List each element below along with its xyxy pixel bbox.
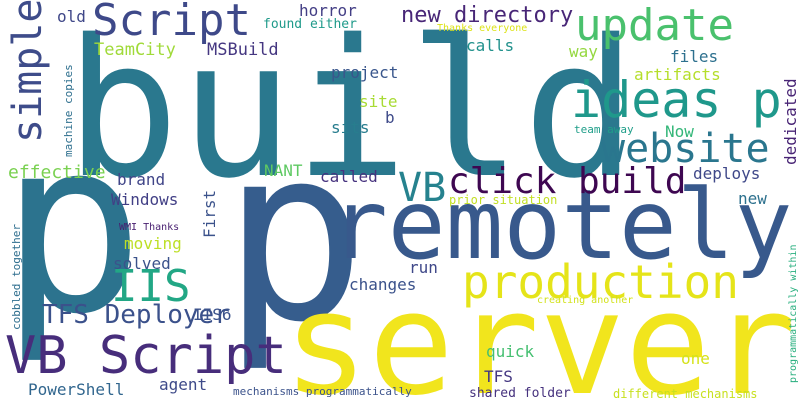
word-mechanisms-programmatically: mechanisms programmatically xyxy=(233,385,412,398)
word-tfs: TFS xyxy=(484,367,513,386)
word-new: new xyxy=(738,189,767,208)
word-cobbled-together: cobbled together xyxy=(10,224,23,330)
word-ideas-p: ideas p xyxy=(571,71,782,129)
word-nant: NANT xyxy=(264,161,303,180)
word-click-build: click build xyxy=(448,161,686,202)
word-now: Now xyxy=(665,122,694,141)
word-machine-copies: machine copies xyxy=(62,64,75,157)
word-quick: quick xyxy=(486,342,535,361)
word-different-mechanisms: different mechanisms xyxy=(613,387,758,400)
word-agent: agent xyxy=(159,375,207,394)
word-solved: solved xyxy=(113,254,171,273)
word-programmatically-within: programmatically within xyxy=(788,245,799,383)
word-calls: calls xyxy=(466,36,514,55)
word-old: old xyxy=(57,7,86,26)
word-production: production xyxy=(462,255,739,309)
word-wmi-thanks: WMI Thanks xyxy=(119,222,179,233)
word-vb-script: VB Script xyxy=(5,326,287,386)
word-way: way xyxy=(569,42,598,61)
word-effective: effective xyxy=(8,162,106,183)
word-one: one xyxy=(681,349,710,368)
word-sits: sits xyxy=(331,118,370,137)
word-deploys: deploys xyxy=(693,164,760,183)
word-p: p xyxy=(222,95,367,375)
word-vb: VB xyxy=(398,165,446,211)
word-update: update xyxy=(575,0,734,51)
word-moving: moving xyxy=(124,234,182,253)
word-first: First xyxy=(200,190,219,238)
word-iis6: IIS6 xyxy=(193,305,232,324)
word-changes: changes xyxy=(349,275,416,294)
word-msbuild: MSBuild xyxy=(207,40,279,60)
word-tfs-deployer: TFS Deployer xyxy=(42,300,230,330)
word-website: website xyxy=(601,126,770,172)
word-site: site xyxy=(359,92,398,111)
word-thanks-everyone: Thanks everyone xyxy=(437,23,527,34)
word-shared-folder: shared folder xyxy=(469,386,571,400)
word-project: project xyxy=(331,63,398,82)
word-run: run xyxy=(409,258,438,277)
word-simple: simple xyxy=(5,0,51,143)
word-found-either: found either xyxy=(263,17,357,32)
word-creating-another: creating another xyxy=(537,295,633,306)
word-windows: Windows xyxy=(111,190,178,209)
word-called: called xyxy=(320,167,378,186)
word-dedicated: dedicated xyxy=(781,78,800,165)
word-horror: horror xyxy=(299,1,357,20)
word-teamcity: TeamCity xyxy=(94,40,176,60)
word-p: p xyxy=(0,87,145,367)
word-team-away: team away xyxy=(574,123,634,136)
word-artifacts: artifacts xyxy=(634,65,721,84)
word-remotely: remotely xyxy=(330,169,792,281)
word-powershell: PowerShell xyxy=(28,380,124,399)
word-brand: brand xyxy=(117,170,165,189)
word-b: b xyxy=(385,108,395,127)
word-files: files xyxy=(670,47,718,66)
word-server: server xyxy=(283,262,796,400)
word-new-directory: new directory xyxy=(401,3,573,28)
word-iis: IIS xyxy=(111,261,190,312)
word-prior-situation: prior situation xyxy=(449,193,557,207)
word-build: build xyxy=(65,0,637,220)
word-script: Script xyxy=(92,0,251,46)
